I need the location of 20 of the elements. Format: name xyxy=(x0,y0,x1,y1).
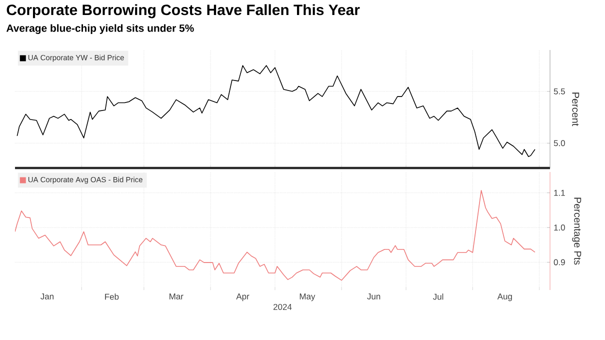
x-tick-label: Mar xyxy=(170,294,184,300)
y-tick-label: 5.5 xyxy=(554,88,565,94)
y-axis-title: Percentage Pts xyxy=(572,198,582,265)
x-tick-label: Apr xyxy=(236,294,250,302)
x-tick-label: Jul xyxy=(432,294,444,300)
y-axis-title: Percent xyxy=(572,92,580,126)
y-tick-label: 1.0 xyxy=(554,224,565,231)
y-tick-label: 5.0 xyxy=(554,140,565,146)
x-tick-label: Aug xyxy=(497,294,512,302)
line-series xyxy=(16,65,536,158)
x-tick-label: Jan xyxy=(40,294,54,300)
y-tick-label: 0.9 xyxy=(554,259,565,266)
y-tick-label: 1.1 xyxy=(554,190,565,196)
x-tick-label: Feb xyxy=(105,294,119,300)
x-tick-label: May xyxy=(300,294,316,302)
x-tick-label: Jun xyxy=(367,294,380,300)
chart-subtitle: Average blue-chip yield sits under 5% xyxy=(6,24,194,34)
line-series xyxy=(15,190,536,281)
x-axis-title: 2024 xyxy=(274,304,292,310)
chart-title: Corporate Borrowing Costs Have Fallen This Year xyxy=(6,4,360,18)
